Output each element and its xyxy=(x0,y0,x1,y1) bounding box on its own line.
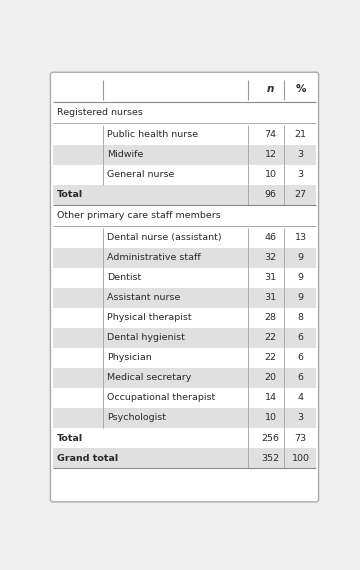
Text: 10: 10 xyxy=(265,413,276,422)
Text: Medical secretary: Medical secretary xyxy=(107,373,192,382)
Text: Administrative staff: Administrative staff xyxy=(107,253,201,262)
Bar xyxy=(53,101,316,123)
Bar xyxy=(53,145,316,165)
Text: 31: 31 xyxy=(265,274,276,282)
Text: 27: 27 xyxy=(295,190,307,199)
Bar xyxy=(53,248,316,268)
Text: 31: 31 xyxy=(265,294,276,302)
Text: 46: 46 xyxy=(265,233,276,242)
Bar xyxy=(53,448,316,468)
Text: 22: 22 xyxy=(265,353,276,363)
Text: Dentist: Dentist xyxy=(107,274,141,282)
Text: 6: 6 xyxy=(298,373,304,382)
Text: Psychologist: Psychologist xyxy=(107,413,166,422)
Bar xyxy=(53,125,316,145)
Bar xyxy=(53,388,316,408)
Text: Public health nurse: Public health nurse xyxy=(107,130,198,139)
Bar xyxy=(53,268,316,288)
Bar xyxy=(53,165,316,185)
Text: 32: 32 xyxy=(265,253,276,262)
Text: 21: 21 xyxy=(295,130,307,139)
Bar xyxy=(53,348,316,368)
Text: 12: 12 xyxy=(265,150,276,159)
Bar xyxy=(53,205,316,226)
Bar xyxy=(53,185,316,205)
Text: 3: 3 xyxy=(298,413,304,422)
Bar xyxy=(53,408,316,428)
Text: Physical therapist: Physical therapist xyxy=(107,314,192,323)
Text: 13: 13 xyxy=(295,233,307,242)
Bar xyxy=(53,288,316,308)
Text: 9: 9 xyxy=(298,253,304,262)
Text: 4: 4 xyxy=(298,393,304,402)
Text: 256: 256 xyxy=(261,434,279,442)
Text: 6: 6 xyxy=(298,353,304,363)
Text: 73: 73 xyxy=(295,434,307,442)
Text: 22: 22 xyxy=(265,333,276,343)
Text: Other primary care staff members: Other primary care staff members xyxy=(57,211,220,220)
Text: 20: 20 xyxy=(265,373,276,382)
Bar xyxy=(53,428,316,448)
Text: Occupational therapist: Occupational therapist xyxy=(107,393,215,402)
Text: 8: 8 xyxy=(298,314,304,323)
Text: Dental nurse (assistant): Dental nurse (assistant) xyxy=(107,233,222,242)
Bar xyxy=(53,328,316,348)
Text: 28: 28 xyxy=(265,314,276,323)
Text: Total: Total xyxy=(57,190,83,199)
Text: Dental hygienist: Dental hygienist xyxy=(107,333,185,343)
Text: Registered nurses: Registered nurses xyxy=(57,108,143,117)
Text: 96: 96 xyxy=(265,190,276,199)
Text: Midwife: Midwife xyxy=(107,150,143,159)
Text: 3: 3 xyxy=(298,150,304,159)
Text: Total: Total xyxy=(57,434,83,442)
Text: n: n xyxy=(267,84,274,94)
Bar xyxy=(53,308,316,328)
Text: 6: 6 xyxy=(298,333,304,343)
Text: 14: 14 xyxy=(265,393,276,402)
Text: 9: 9 xyxy=(298,274,304,282)
FancyBboxPatch shape xyxy=(50,72,319,502)
Text: %: % xyxy=(296,84,306,94)
Text: 74: 74 xyxy=(265,130,276,139)
Bar xyxy=(53,368,316,388)
Text: General nurse: General nurse xyxy=(107,170,174,179)
Text: 9: 9 xyxy=(298,294,304,302)
Text: 100: 100 xyxy=(292,454,310,462)
Text: Physician: Physician xyxy=(107,353,152,363)
Text: Assistant nurse: Assistant nurse xyxy=(107,294,180,302)
Bar xyxy=(53,77,316,101)
Text: 10: 10 xyxy=(265,170,276,179)
Text: Grand total: Grand total xyxy=(57,454,118,462)
Text: 352: 352 xyxy=(261,454,280,462)
Bar xyxy=(53,228,316,248)
Text: 3: 3 xyxy=(298,170,304,179)
